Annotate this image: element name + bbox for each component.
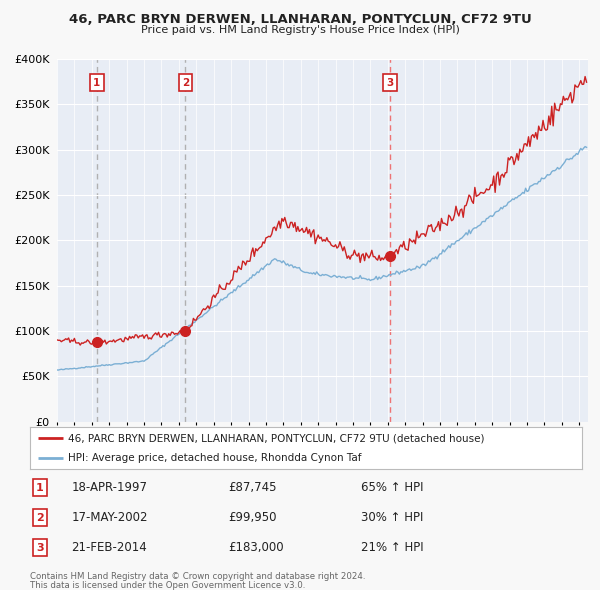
Text: 18-APR-1997: 18-APR-1997 [71,481,148,494]
Text: 21% ↑ HPI: 21% ↑ HPI [361,542,424,555]
Text: 3: 3 [36,543,44,553]
Text: 65% ↑ HPI: 65% ↑ HPI [361,481,424,494]
Text: 3: 3 [386,78,394,87]
Text: 21-FEB-2014: 21-FEB-2014 [71,542,147,555]
Text: This data is licensed under the Open Government Licence v3.0.: This data is licensed under the Open Gov… [30,581,305,590]
Text: 2: 2 [36,513,44,523]
Text: £99,950: £99,950 [229,511,277,525]
Text: 1: 1 [93,78,100,87]
Text: 46, PARC BRYN DERWEN, LLANHARAN, PONTYCLUN, CF72 9TU (detached house): 46, PARC BRYN DERWEN, LLANHARAN, PONTYCL… [68,433,484,443]
Text: 30% ↑ HPI: 30% ↑ HPI [361,511,424,525]
Text: 17-MAY-2002: 17-MAY-2002 [71,511,148,525]
Text: HPI: Average price, detached house, Rhondda Cynon Taf: HPI: Average price, detached house, Rhon… [68,453,361,463]
Text: 1: 1 [36,483,44,493]
Text: Price paid vs. HM Land Registry's House Price Index (HPI): Price paid vs. HM Land Registry's House … [140,25,460,35]
Text: 2: 2 [182,78,189,87]
Text: £183,000: £183,000 [229,542,284,555]
Text: 46, PARC BRYN DERWEN, LLANHARAN, PONTYCLUN, CF72 9TU: 46, PARC BRYN DERWEN, LLANHARAN, PONTYCL… [68,13,532,26]
Text: Contains HM Land Registry data © Crown copyright and database right 2024.: Contains HM Land Registry data © Crown c… [30,572,365,581]
Text: £87,745: £87,745 [229,481,277,494]
